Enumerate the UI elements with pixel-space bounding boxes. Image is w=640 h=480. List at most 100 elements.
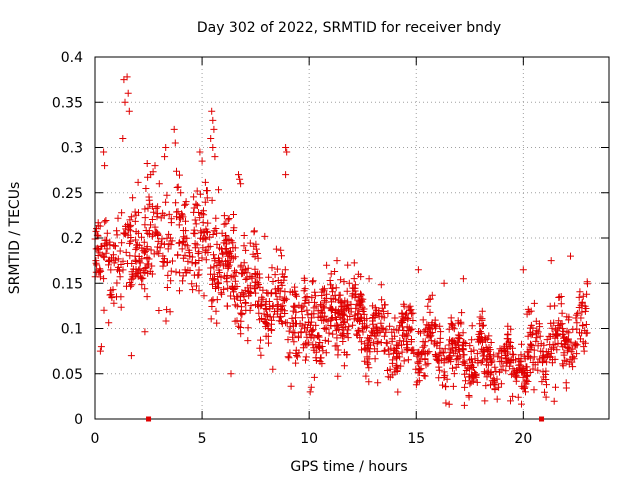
data-point (431, 338, 439, 346)
data-point (517, 357, 525, 365)
data-point (271, 271, 279, 279)
data-point (354, 314, 362, 322)
data-point (543, 336, 551, 344)
data-point (126, 216, 134, 224)
data-point (212, 214, 220, 222)
data-point (483, 335, 491, 343)
data-point (227, 370, 235, 378)
data-point (395, 341, 403, 349)
data-point (440, 279, 448, 287)
data-point (573, 319, 581, 327)
data-point (180, 233, 188, 241)
data-point (167, 277, 175, 285)
data-point (103, 229, 111, 237)
data-point (154, 237, 162, 245)
data-point (473, 350, 481, 358)
data-point (280, 273, 288, 280)
data-point (268, 289, 276, 297)
data-point (340, 332, 348, 340)
x-tick-label: 0 (91, 431, 100, 447)
data-point (539, 357, 547, 365)
data-point (100, 275, 108, 283)
data-point (125, 107, 133, 115)
data-point (555, 294, 563, 301)
data-point (365, 378, 373, 386)
data-point (277, 312, 285, 320)
data-point (201, 198, 209, 206)
data-point (209, 231, 217, 238)
data-point (143, 293, 151, 301)
data-point (251, 253, 259, 261)
data-point (326, 277, 334, 284)
data-point (144, 229, 152, 237)
data-point (462, 377, 469, 385)
data-point (210, 125, 218, 133)
data-point (196, 214, 204, 222)
data-point (179, 213, 187, 221)
data-point (127, 282, 135, 290)
data-point (393, 368, 401, 375)
data-point (480, 321, 487, 329)
x-tick-label: 15 (407, 431, 425, 447)
data-point (222, 232, 229, 240)
data-point (283, 148, 291, 156)
data-point (207, 135, 215, 142)
data-point (310, 344, 318, 352)
data-point (169, 257, 176, 265)
data-point (190, 193, 198, 201)
data-point (412, 365, 420, 373)
data-point (446, 336, 454, 344)
data-point (443, 375, 451, 383)
data-point (502, 355, 510, 363)
data-point (141, 249, 148, 257)
data-point (100, 306, 108, 314)
data-point (317, 354, 324, 362)
data-point (193, 187, 201, 195)
data-point (141, 205, 149, 213)
data-point (404, 315, 412, 323)
data-point (223, 272, 231, 279)
data-point (239, 266, 247, 274)
data-point (551, 334, 559, 342)
data-point (436, 334, 444, 342)
data-point (116, 273, 124, 281)
data-point (333, 334, 341, 342)
data-point (508, 371, 516, 379)
y-tick-label: 0.4 (61, 50, 83, 66)
data-point (216, 269, 224, 276)
data-point (303, 293, 311, 300)
data-point (563, 313, 571, 321)
data-point (207, 264, 215, 272)
data-point (346, 313, 354, 320)
data-point (578, 329, 586, 337)
data-point (159, 262, 167, 270)
data-point (236, 175, 244, 183)
data-point (160, 240, 168, 248)
data-point (102, 217, 110, 224)
data-point (247, 288, 255, 296)
data-point (554, 322, 562, 329)
data-point (175, 221, 183, 229)
data-point (238, 289, 246, 297)
data-point (214, 273, 222, 280)
data-point (148, 232, 156, 240)
data-point (349, 321, 357, 329)
data-point (251, 270, 259, 277)
data-point (240, 232, 248, 239)
data-point (190, 271, 198, 279)
data-point (210, 251, 217, 259)
data-point (188, 280, 196, 288)
data-point (242, 276, 250, 283)
data-point (172, 199, 180, 207)
data-point (557, 300, 565, 308)
data-point (437, 328, 445, 336)
data-point (285, 327, 293, 335)
data-point (122, 248, 130, 256)
data-point (170, 125, 178, 133)
data-point (403, 346, 411, 354)
data-point (165, 230, 173, 238)
data-point (466, 373, 473, 381)
data-point (92, 268, 100, 276)
data-point (536, 332, 544, 340)
